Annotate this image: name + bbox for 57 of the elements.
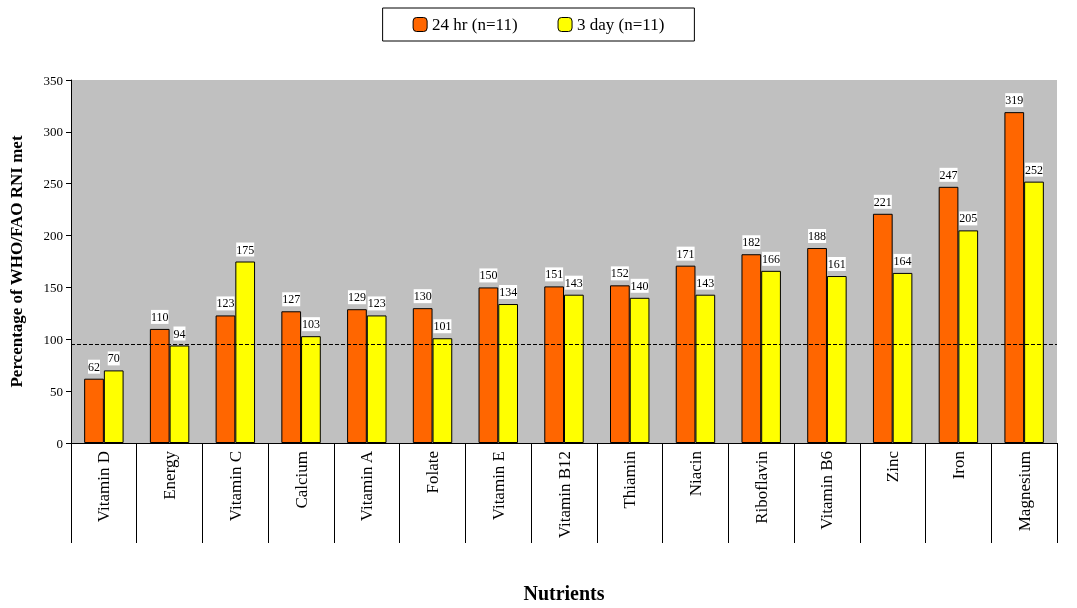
data-label: 143 <box>564 275 583 290</box>
data-label: 205 <box>959 211 978 226</box>
data-label: 319 <box>1005 93 1024 108</box>
y-axis-title: Percentage of WHO/FAO RNI met <box>7 135 26 388</box>
y-tick-label: 250 <box>43 176 63 192</box>
data-label: 247 <box>939 167 958 182</box>
x-tick-label: Vitamin E <box>488 451 508 521</box>
y-tick-label: 150 <box>43 279 63 295</box>
data-label: 151 <box>545 267 564 282</box>
data-label: 171 <box>676 246 695 261</box>
x-tick-label: Niacin <box>685 450 705 497</box>
data-label: 110 <box>150 309 169 324</box>
y-tick-label: 100 <box>43 331 63 347</box>
x-tick-label: Vitamin A <box>357 450 377 522</box>
data-label: 130 <box>413 289 432 304</box>
x-tick-label: Energy <box>160 450 180 500</box>
data-label: 94 <box>173 326 186 341</box>
data-label: 140 <box>630 278 649 293</box>
data-label: 175 <box>236 242 255 257</box>
data-label: 143 <box>696 275 715 290</box>
data-label: 127 <box>282 292 301 307</box>
y-tick-label: 300 <box>43 124 63 140</box>
data-label: 134 <box>499 285 518 300</box>
data-label: 101 <box>433 319 452 334</box>
data-label: 164 <box>893 253 912 268</box>
data-label: 70 <box>107 351 120 366</box>
x-tick-label: Folate <box>423 451 443 494</box>
y-tick-label: 50 <box>50 383 63 399</box>
data-label: 161 <box>827 257 846 272</box>
legend-label: 24 hr (n=11) <box>432 15 518 34</box>
data-label: 221 <box>873 194 892 209</box>
data-label: 188 <box>808 229 827 244</box>
data-label: 62 <box>88 359 101 374</box>
data-label: 166 <box>762 251 781 266</box>
y-tick-label: 200 <box>43 228 63 244</box>
x-tick-label: Vitamin C <box>225 451 245 522</box>
x-tick-label: Calcium <box>291 451 311 509</box>
x-tick-label: Thiamin <box>620 450 640 509</box>
legend-label: 3 day (n=11) <box>577 15 665 34</box>
y-tick-label: 0 <box>56 435 63 451</box>
data-label: 150 <box>479 268 498 283</box>
x-axis-title: Nutrients <box>523 582 605 604</box>
y-tick-label: 350 <box>43 72 63 88</box>
x-tick-label: Vitamin B12 <box>554 451 574 539</box>
data-label: 123 <box>216 296 235 311</box>
data-label: 123 <box>367 296 386 311</box>
x-tick-label: Zinc <box>883 450 903 483</box>
x-tick-label: Iron <box>948 450 968 480</box>
x-tick-label: Vitamin B6 <box>817 451 837 530</box>
data-label: 103 <box>301 317 320 332</box>
x-tick-label: Riboflavin <box>751 450 771 524</box>
data-label: 129 <box>347 290 366 305</box>
x-tick-label: Magnesium <box>1014 451 1034 532</box>
data-label: 152 <box>610 266 629 281</box>
data-label: 252 <box>1024 162 1043 177</box>
x-tick-label: Vitamin D <box>94 451 114 523</box>
data-label: 182 <box>742 235 761 250</box>
